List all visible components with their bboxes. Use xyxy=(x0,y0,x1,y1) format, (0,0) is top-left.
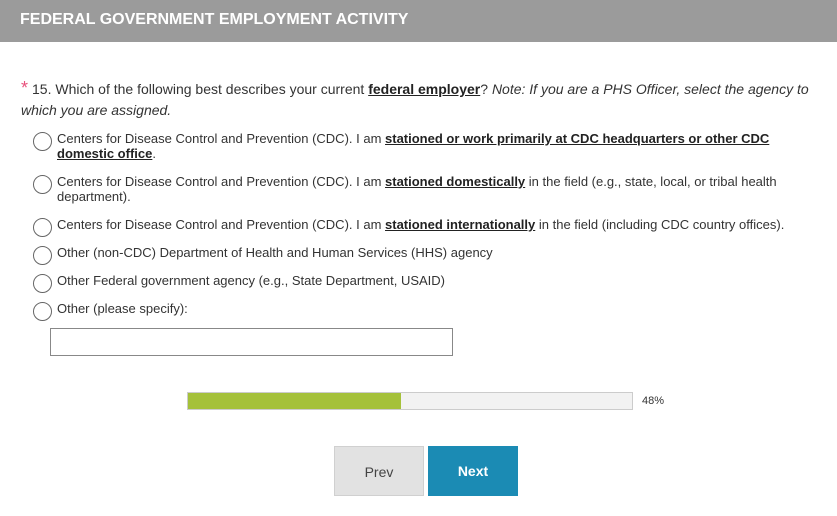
required-mark: * xyxy=(21,78,29,98)
option-label: Centers for Disease Control and Preventi… xyxy=(57,217,817,232)
text: in the field (e.g., state, local, or tri… xyxy=(57,174,777,204)
prev-button[interactable]: Prev xyxy=(334,446,424,496)
text: in the field (including CDC country offi… xyxy=(535,217,785,232)
text: Other (non-CDC) Department of Health and… xyxy=(57,245,493,260)
header-title: FEDERAL GOVERNMENT EMPLOYMENT ACTIVITY xyxy=(20,11,409,28)
radio-button[interactable] xyxy=(33,218,52,237)
radio-button[interactable] xyxy=(33,132,52,151)
radio-button[interactable] xyxy=(33,246,52,265)
option-label: Centers for Disease Control and Preventi… xyxy=(57,131,817,161)
next-button[interactable]: Next xyxy=(428,446,518,496)
emphasized-text: stationed or work primarily at CDC headq… xyxy=(57,131,770,161)
text: Centers for Disease Control and Preventi… xyxy=(57,217,386,232)
question: * 15. Which of the following best describ… xyxy=(21,78,826,121)
header: FEDERAL GOVERNMENT EMPLOYMENT ACTIVITY xyxy=(0,0,837,42)
radio-button[interactable] xyxy=(33,175,52,194)
question-note: Note: If you are a PHS Officer, select t… xyxy=(21,81,809,118)
progress-label: 48% xyxy=(642,395,665,407)
text: . xyxy=(152,146,156,161)
radio-button[interactable] xyxy=(33,274,52,293)
text: Other Federal government agency (e.g., S… xyxy=(57,273,446,288)
text: 15. Which of the following best describe… xyxy=(32,81,369,97)
text: Centers for Disease Control and Preventi… xyxy=(57,131,386,146)
other-text-input[interactable] xyxy=(50,328,453,356)
radio-button[interactable] xyxy=(33,302,52,321)
option-label: Centers for Disease Control and Preventi… xyxy=(57,174,817,204)
emphasized-text: federal employer xyxy=(368,81,481,97)
emphasized-text: stationed domestically xyxy=(385,174,526,189)
option-label: Other Federal government agency (e.g., S… xyxy=(57,273,817,288)
text: Centers for Disease Control and Preventi… xyxy=(57,174,386,189)
option-label: Other (please specify): xyxy=(57,301,817,316)
emphasized-text: stationed internationally xyxy=(385,217,536,232)
text: Other (please specify): xyxy=(57,301,188,316)
progress-fill xyxy=(188,393,402,409)
option-label: Other (non-CDC) Department of Health and… xyxy=(57,245,817,260)
progress-track xyxy=(187,392,633,410)
text: ? xyxy=(480,81,489,97)
